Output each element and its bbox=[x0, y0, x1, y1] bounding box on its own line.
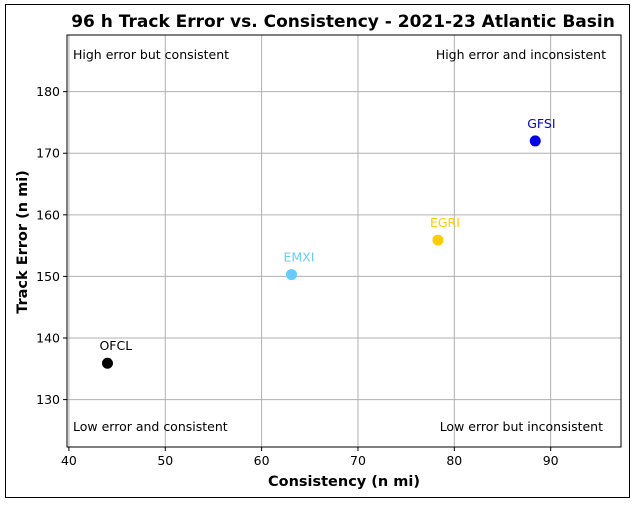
x-tick-label: 80 bbox=[446, 453, 462, 468]
y-tick-label: 140 bbox=[36, 330, 60, 345]
annotation-bottom-left: Low error and consistent bbox=[73, 419, 228, 434]
x-tick-label: 50 bbox=[157, 453, 173, 468]
point-ofcl bbox=[101, 357, 113, 369]
point-gfsi bbox=[529, 135, 541, 147]
x-tick-label: 90 bbox=[543, 453, 559, 468]
y-tick-label: 170 bbox=[36, 146, 60, 161]
chart-title: 96 h Track Error vs. Consistency - 2021-… bbox=[71, 12, 615, 32]
point-label-ofcl: OFCL bbox=[99, 338, 132, 353]
point-label-emxi: EMXI bbox=[283, 250, 314, 265]
point-emxi bbox=[285, 269, 297, 281]
y-tick-label: 130 bbox=[36, 392, 60, 407]
y-axis-label: Track Error (n mi) bbox=[15, 170, 31, 314]
annotation-top-left: High error but consistent bbox=[73, 47, 229, 62]
x-tick-label: 60 bbox=[254, 453, 270, 468]
x-axis-label: Consistency (n mi) bbox=[268, 474, 420, 490]
x-tick-label: 40 bbox=[61, 453, 77, 468]
point-egri bbox=[432, 234, 444, 246]
annotation-bottom-right: Low error but inconsistent bbox=[440, 419, 603, 434]
point-label-gfsi: GFSI bbox=[527, 116, 555, 131]
point-label-egri: EGRI bbox=[430, 215, 460, 230]
axis-ticks: 40 50 60 70 80 90 130 140 150 160 170 180 bbox=[36, 84, 559, 468]
grid-lines bbox=[67, 35, 621, 447]
y-tick-label: 180 bbox=[36, 84, 60, 99]
annotation-top-right: High error and inconsistent bbox=[436, 47, 606, 62]
data-points: OFCL EMXI EGRI GFSI bbox=[99, 116, 556, 369]
y-tick-label: 150 bbox=[36, 269, 60, 284]
figure-frame bbox=[5, 4, 630, 498]
plot-area bbox=[66, 34, 622, 448]
y-tick-label: 160 bbox=[36, 207, 60, 222]
x-tick-label: 70 bbox=[350, 453, 366, 468]
